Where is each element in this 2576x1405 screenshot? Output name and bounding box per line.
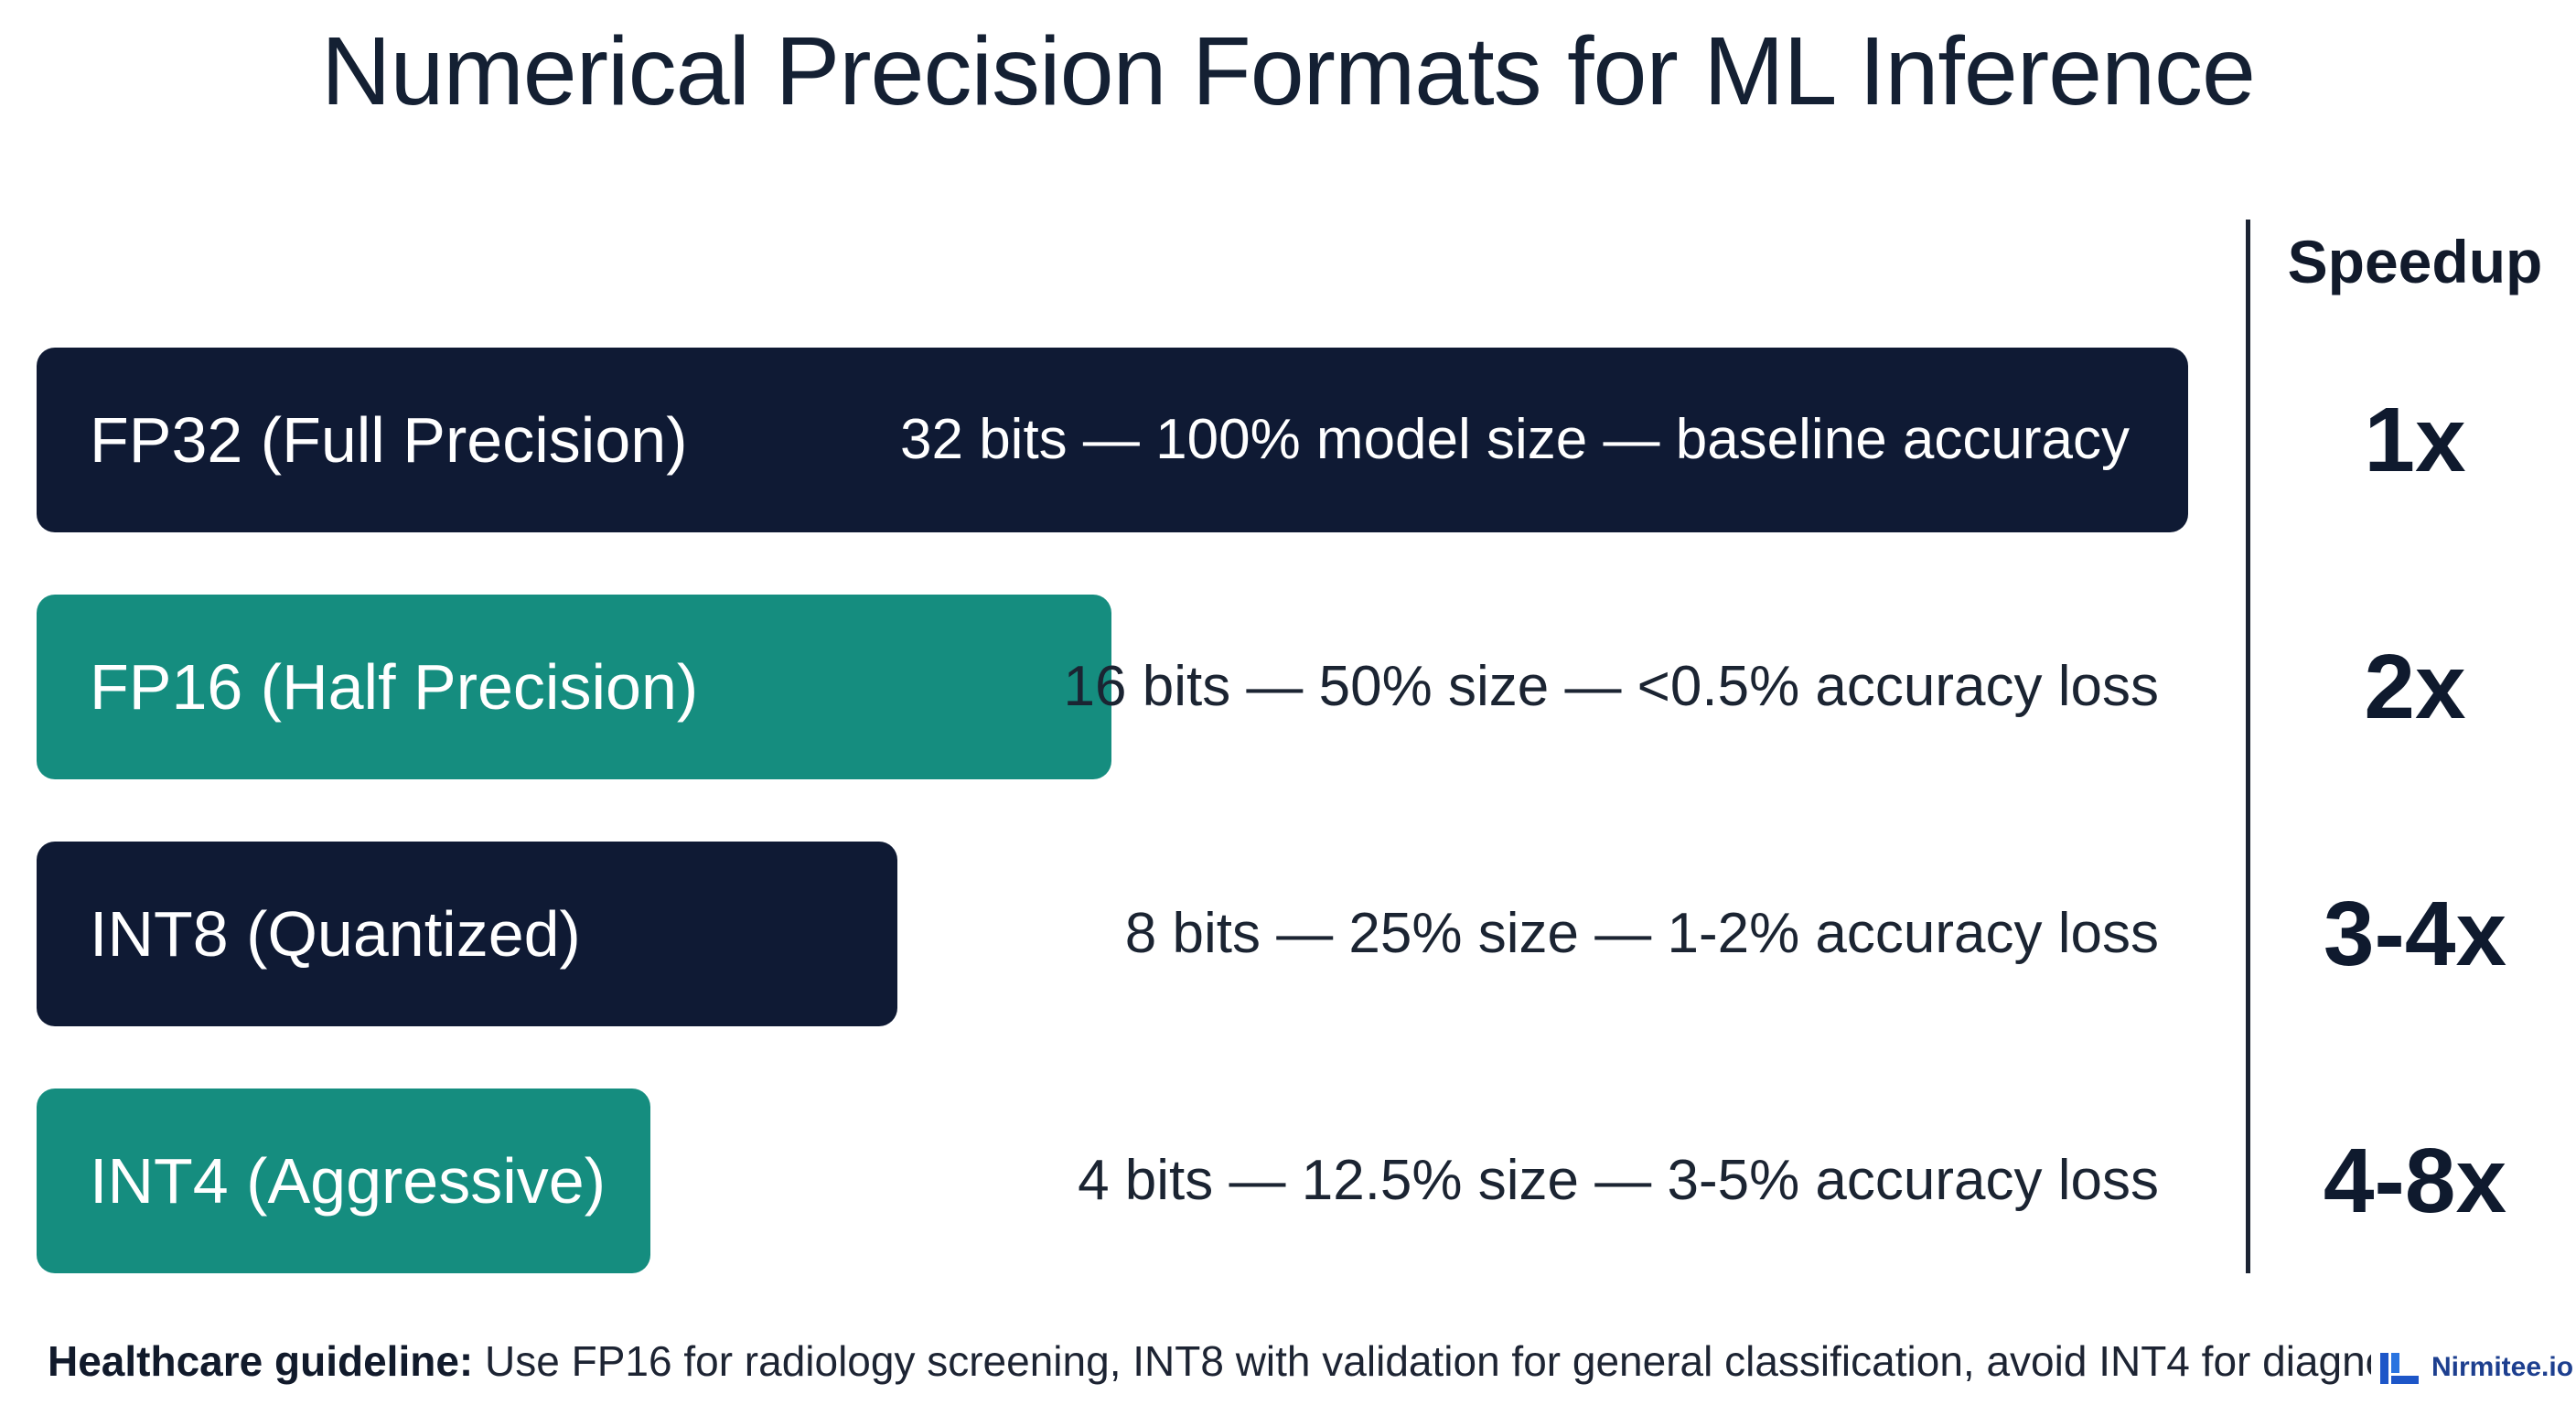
healthcare-guideline-note: Healthcare guideline: Use FP16 for radio…	[48, 1334, 2371, 1389]
speedup-value-fp32: 1x	[2364, 389, 2466, 491]
format-bar-fp16	[37, 595, 1111, 779]
format-label-fp32: FP32 (Full Precision)	[90, 404, 688, 476]
nirmitee-logo-icon	[2380, 1353, 2419, 1384]
speedup-column-header: Speedup	[2287, 228, 2543, 295]
format-row-int8: INT8 (Quantized) 8 bits — 25% size — 1-2…	[0, 842, 2576, 1026]
format-bar-int8	[37, 842, 897, 1026]
format-row-fp32: FP32 (Full Precision) 32 bits — 100% mod…	[0, 348, 2576, 532]
page-title: Numerical Precision Formats for ML Infer…	[321, 17, 2256, 125]
brand-name: Nirmitee.io	[2431, 1352, 2574, 1382]
speedup-value-int4: 4-8x	[2323, 1130, 2507, 1232]
format-row-int4: INT4 (Aggressive) 4 bits — 12.5% size — …	[0, 1089, 2576, 1273]
format-label-int4: INT4 (Aggressive)	[90, 1145, 606, 1217]
speedup-value-fp16: 2x	[2364, 636, 2466, 738]
format-bar-fp32	[37, 348, 2188, 532]
format-description-int4: 4 bits — 12.5% size — 3-5% accuracy loss	[1078, 1149, 2159, 1212]
format-description-fp32: 32 bits — 100% model size — baseline acc…	[900, 408, 2130, 471]
format-description-fp16: 16 bits — 50% size — <0.5% accuracy loss	[1063, 655, 2159, 718]
format-bar-int4	[37, 1089, 650, 1273]
guideline-heading: Healthcare guideline:	[48, 1337, 474, 1385]
format-description-int8: 8 bits — 25% size — 1-2% accuracy loss	[1124, 902, 2159, 965]
format-row-fp16: FP16 (Half Precision) 16 bits — 50% size…	[0, 595, 2576, 779]
brand-watermark: Nirmitee.io	[2377, 1345, 2574, 1390]
guideline-text: Use FP16 for radiology screening, INT8 w…	[473, 1337, 2371, 1385]
speedup-value-int8: 3-4x	[2323, 883, 2507, 985]
format-label-int8: INT8 (Quantized)	[90, 898, 581, 970]
format-label-fp16: FP16 (Half Precision)	[90, 651, 699, 723]
column-divider	[2246, 220, 2250, 1273]
